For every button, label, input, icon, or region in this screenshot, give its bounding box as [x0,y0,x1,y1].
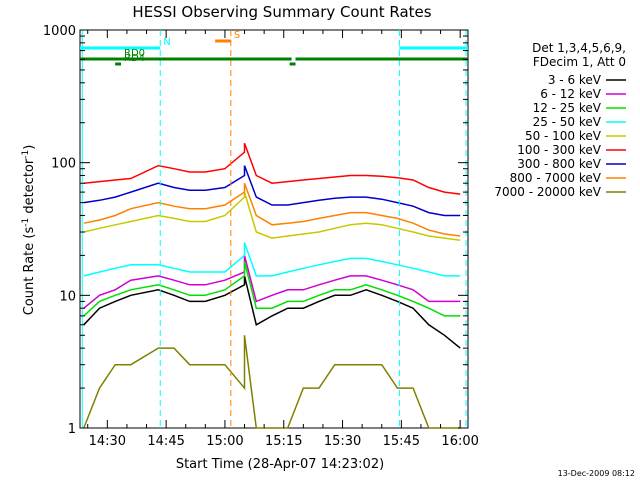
x-axis: 14:30 14:45 15:00 15:15 15:30 15:45 16:00 [87,30,479,449]
series-line-300-800keV [83,165,461,217]
legend-label-12-25keV: 12 - 25 keV [533,101,602,115]
x-tick-label-0: 14:30 [89,434,126,449]
legend-label-7000-20000keV: 7000 - 20000 keV [494,185,601,199]
legend-label-6-12keV: 6 - 12 keV [540,87,602,101]
y-axis-label-main: Count Rate (s [22,227,37,316]
x-tick-label-2: 15:00 [206,434,243,449]
y-axis: 1 10 100 1000 [43,24,468,437]
chart-title: HESSI Observing Summary Count Rates [132,3,431,21]
x-tick-label-3: 15:15 [265,434,302,449]
y-tick-label-2: 100 [51,157,76,172]
legend-label-800-7000keV: 800 - 7000 keV [510,171,602,185]
legend-label-50-100keV: 50 - 100 keV [525,129,602,143]
series-line-100-300keV [83,143,461,195]
legend-label-100-300keV: 100 - 300 keV [517,143,601,157]
legend-header-line-1: Det 1,3,4,5,6,9, [532,41,626,55]
series-line-7000-20000keV [83,335,461,429]
series-line-6-12keV [83,255,461,309]
x-tick-label-6: 16:00 [441,434,478,449]
y-axis-label-mid: detector [22,158,37,218]
plot-frame [79,29,469,429]
legend-label-3-6keV: 3 - 6 keV [548,73,602,87]
legend: Det 1,3,4,5,6,9, FDecim 1, Att 0 3 - 6 k… [494,41,626,199]
flag-label-N: N [163,37,170,48]
x-axis-label: Start Time (28-Apr-07 14:23:02) [176,457,384,472]
series-line-3-6keV [83,275,461,349]
vertical-markers [81,30,467,428]
series-line-25-50keV [83,242,461,277]
y-axis-label: Count Rate (s-1 detector-1) [21,145,37,316]
flag-label-RD0: RD0 [124,48,145,59]
y-axis-label-sup1: -1 [21,218,31,227]
legend-header-line-2: FDecim 1, Att 0 [533,55,626,69]
legend-label-25-50keV: 25 - 50 keV [533,115,602,129]
flag-label-RD4: RD4 [124,53,145,64]
series-line-12-25keV [83,261,461,317]
series-layer [83,143,461,429]
legend-label-300-800keV: 300 - 800 keV [517,157,601,171]
series-line-50-100keV [83,191,461,242]
flag-label-S: S [234,30,240,41]
y-tick-label-3: 1000 [43,24,76,39]
y-axis-label-sup2: -1 [21,150,31,159]
y-tick-label-0: 1 [68,422,76,437]
date-stamp: 13-Dec-2009 08:12 [558,469,635,478]
x-tick-label-1: 14:45 [147,434,184,449]
y-axis-label-end: ) [22,145,37,150]
y-tick-label-1: 10 [59,289,76,304]
x-tick-label-4: 15:30 [324,434,361,449]
x-tick-label-5: 15:45 [383,434,420,449]
series-line-800-7000keV [83,182,461,237]
